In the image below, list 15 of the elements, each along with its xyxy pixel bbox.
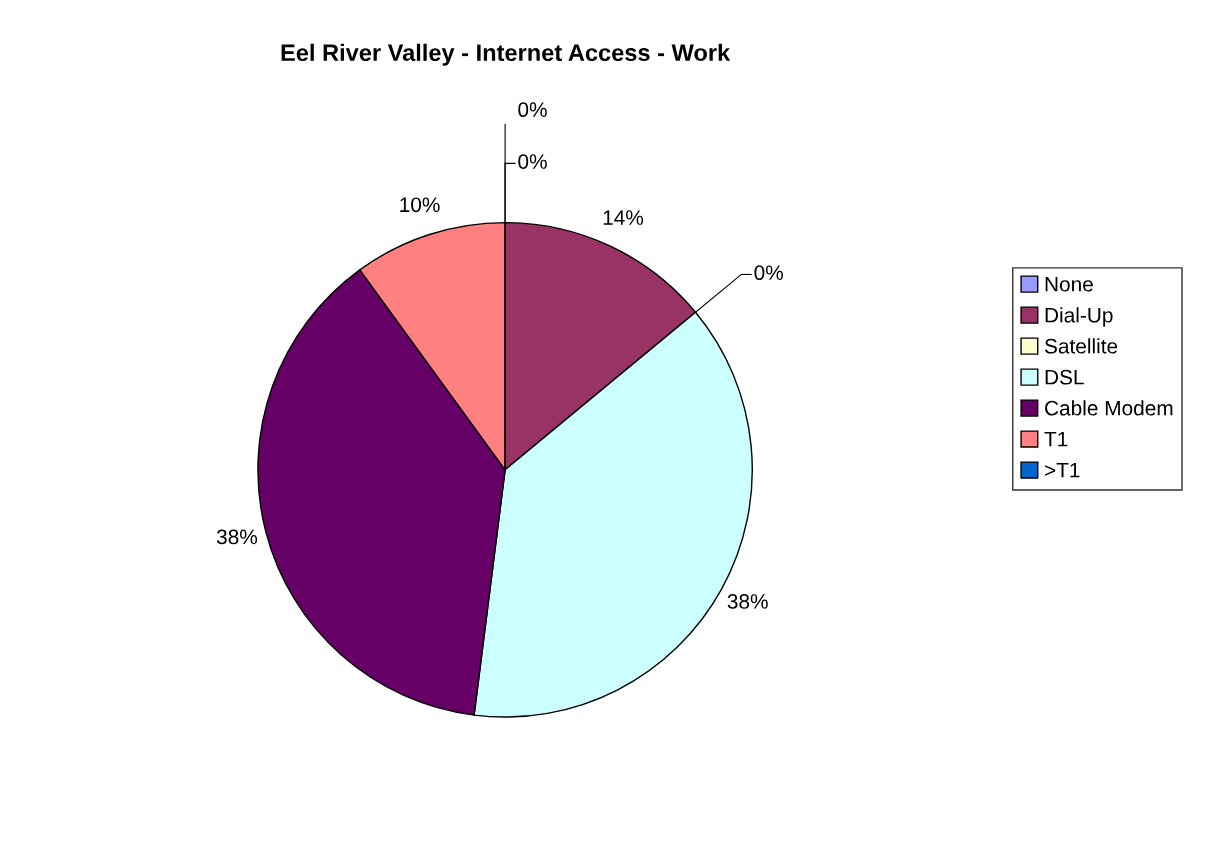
text: 0% — [754, 265, 783, 281]
legend-label: Dial-Up — [1045, 307, 1113, 327]
data-label: 38% — [216, 529, 258, 545]
text: 0% — [518, 154, 547, 169]
legend-label: >T1 — [1045, 462, 1080, 478]
data-label: 10% — [400, 197, 440, 213]
data-label: 38% — [727, 594, 768, 609]
legend-label: Cable Modem — [1045, 400, 1173, 416]
chart-title: Eel River Valley - Internet Access - Work — [281, 43, 731, 66]
legend-label: None — [1045, 277, 1093, 292]
legend-label: DSL — [1045, 369, 1084, 385]
legend-label: T1 — [1044, 431, 1068, 447]
data-label: 14% — [603, 210, 644, 225]
text: 0% — [518, 102, 547, 118]
legend-label: Satellite — [1044, 338, 1118, 354]
